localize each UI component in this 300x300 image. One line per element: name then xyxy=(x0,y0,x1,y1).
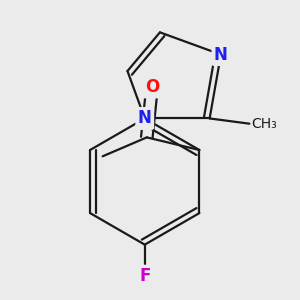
Text: CH₃: CH₃ xyxy=(252,117,278,131)
Text: O: O xyxy=(145,78,159,96)
Text: N: N xyxy=(138,110,152,128)
Text: N: N xyxy=(214,46,228,64)
Text: F: F xyxy=(139,267,150,285)
